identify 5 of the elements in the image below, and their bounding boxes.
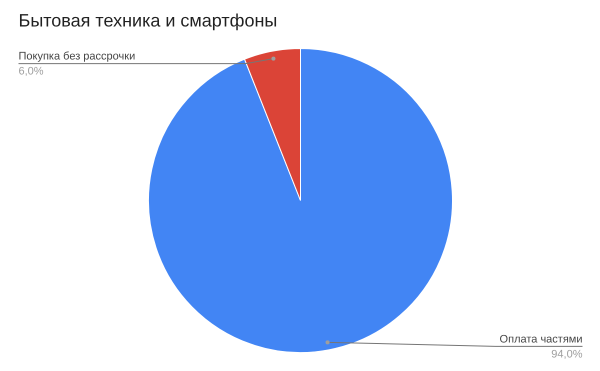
chart-title: Бытовая техника и смартфоны xyxy=(18,10,278,30)
slice-label: Оплата частями xyxy=(500,333,583,346)
data-label: 6,0% xyxy=(18,66,44,78)
data-label: 94,0% xyxy=(551,348,583,360)
slice-label: Покупка без рассрочки xyxy=(18,50,136,63)
